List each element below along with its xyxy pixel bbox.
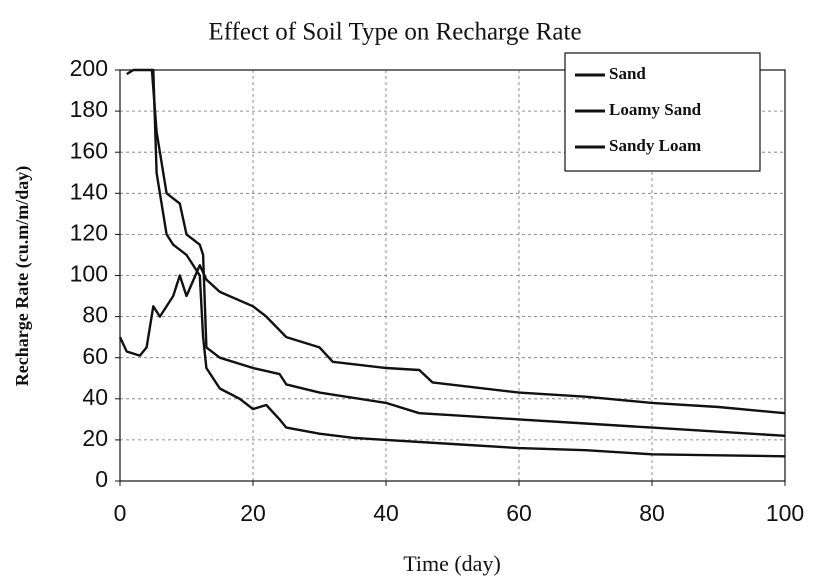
y-tick-label: 140 (70, 178, 108, 204)
legend-label: Sandy Loam (609, 136, 701, 155)
y-tick-label: 120 (70, 219, 108, 245)
x-tick-label: 40 (373, 500, 399, 526)
y-tick-label: 80 (82, 302, 108, 328)
y-axis-label: Recharge Rate (cu.m/m/day) (12, 166, 33, 386)
x-tick-label: 100 (766, 500, 804, 526)
y-tick-label: 180 (70, 96, 108, 122)
x-tick-label: 80 (639, 500, 665, 526)
y-tick-label: 160 (70, 137, 108, 163)
plot-area: 0 20 40 60 80 100 120 140 160 180 200 0 20 40 60 80 100 (70, 55, 805, 526)
plot-border (119, 69, 786, 482)
chart-title: Effect of Soil Type on Recharge Rate (208, 19, 581, 46)
series-line (126, 68, 786, 458)
x-tick-label: 0 (114, 500, 127, 526)
y-tick-label: 20 (82, 425, 108, 451)
legend-label: Loamy Sand (609, 100, 702, 119)
y-tick-label: 0 (95, 466, 108, 492)
y-tick-label: 60 (82, 343, 108, 369)
x-tick-label: 60 (506, 500, 532, 526)
x-axis-label: Time (day) (403, 551, 501, 576)
x-tick-label: 20 (240, 500, 266, 526)
legend-label: Sand (609, 64, 646, 83)
series-line (118, 264, 786, 415)
legend: Sand Loamy Sand Sandy Loam (564, 52, 761, 172)
y-tick-label: 200 (70, 55, 108, 81)
y-tick-label: 40 (82, 384, 108, 410)
y-tick-label: 100 (70, 261, 108, 287)
series-line (150, 69, 786, 437)
